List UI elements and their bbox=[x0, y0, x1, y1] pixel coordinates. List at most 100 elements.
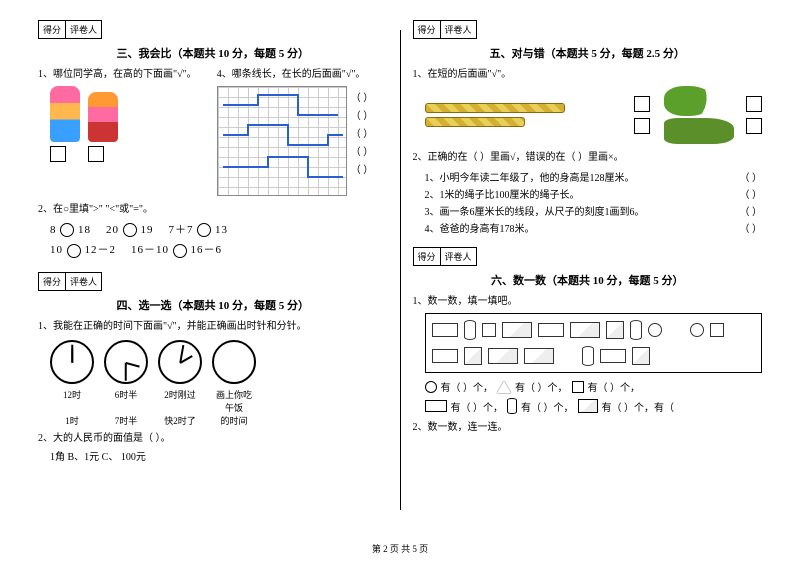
clock-2 bbox=[104, 340, 148, 384]
bar-short bbox=[425, 117, 525, 127]
section-3-title: 三、我会比（本题共 10 分，每题 5 分） bbox=[38, 45, 388, 61]
s3-q1b: 4、哪条线长，在长的后面画"√"。 bbox=[217, 67, 388, 82]
paren[interactable]: （ ） bbox=[351, 146, 374, 160]
s3-row: 1、哪位同学高，在高的下面画"√"。 4、哪条线长，在长的后面画"√"。 bbox=[38, 67, 388, 196]
grader-label: 评卷人 bbox=[441, 248, 476, 265]
shape-cuboid bbox=[570, 322, 600, 338]
score-label: 得分 bbox=[39, 21, 66, 38]
paren[interactable]: （ ） bbox=[351, 110, 374, 124]
answer-box[interactable] bbox=[746, 96, 762, 112]
shape-square bbox=[710, 323, 724, 337]
kid-right bbox=[88, 92, 118, 142]
circle-icon bbox=[425, 381, 437, 393]
shape-cylinder bbox=[582, 346, 594, 366]
shape-cylinder bbox=[630, 320, 642, 340]
square-icon bbox=[572, 381, 584, 393]
count-line-1: 有（ ）个， 有（ ）个， 有（ ）个， bbox=[425, 379, 763, 394]
clock-label: 7时半 bbox=[104, 414, 148, 427]
answer-box[interactable] bbox=[88, 146, 104, 162]
paren[interactable]: （ ） bbox=[740, 186, 763, 201]
worksheet-page: 得分 评卷人 三、我会比（本题共 10 分，每题 5 分） 1、哪位同学高，在高… bbox=[0, 0, 800, 520]
s4-q1: 1、我能在正确的时间下面画"√"，并能正确画出时针和分针。 bbox=[38, 319, 388, 334]
score-box: 得分 评卷人 bbox=[38, 272, 102, 291]
compare-row-1: 8 18 20 19 7＋7 13 bbox=[50, 221, 388, 237]
score-box: 得分 评卷人 bbox=[38, 20, 102, 39]
clock-label: 的时间 bbox=[212, 414, 256, 427]
paren[interactable]: （ ） bbox=[351, 164, 374, 178]
answer-boxes bbox=[50, 146, 209, 162]
shape-circle bbox=[648, 323, 662, 337]
paren-column: （ ） （ ） （ ） （ ） （ ） bbox=[351, 92, 374, 196]
cylinder-icon bbox=[507, 398, 517, 414]
section-5-title: 五、对与错（本题共 5 分，每题 2.5 分） bbox=[413, 45, 763, 61]
shape-cuboid bbox=[488, 348, 518, 364]
clock-4[interactable] bbox=[212, 340, 256, 384]
left-column: 得分 评卷人 三、我会比（本题共 10 分，每题 5 分） 1、哪位同学高，在高… bbox=[30, 20, 396, 520]
right-column: 得分 评卷人 五、对与错（本题共 5 分，每题 2.5 分） 1、在短的后面画"… bbox=[405, 20, 771, 520]
score-label: 得分 bbox=[414, 21, 441, 38]
grader-label: 评卷人 bbox=[66, 21, 101, 38]
shape-cube bbox=[464, 347, 482, 365]
shape-circle bbox=[690, 323, 704, 337]
s3-q1: 1、哪位同学高，在高的下面画"√"。 bbox=[38, 67, 209, 82]
score-label: 得分 bbox=[39, 273, 66, 290]
clock-label: 快2时了 bbox=[158, 414, 202, 427]
s4-q2-opts[interactable]: 1角 B、1元 C、 100元 bbox=[50, 450, 388, 465]
kids-figure bbox=[50, 86, 209, 142]
s5-item: 3、画一条6厘米长的线段，从尺子的刻度1画到6。 （ ） bbox=[425, 203, 763, 218]
compare-row-2: 10 12－2 16－10 16－6 bbox=[50, 241, 388, 257]
triangle-icon bbox=[497, 381, 511, 393]
s4-q2: 2、大的人民币的面值是（ ）。 bbox=[38, 431, 388, 446]
clock-label: 12时 bbox=[50, 388, 94, 414]
clock-labels-1: 12时 6时半 2时刚过 画上你吃午饭 bbox=[50, 388, 388, 414]
shape-rect bbox=[538, 323, 564, 337]
clock-labels-2: 1时 7时半 快2时了 的时间 bbox=[50, 414, 388, 427]
shape-triangle bbox=[668, 323, 684, 337]
clock-3 bbox=[158, 340, 202, 384]
clock-label: 画上你吃午饭 bbox=[212, 388, 256, 414]
answer-box[interactable] bbox=[746, 118, 762, 134]
clock-label: 1时 bbox=[50, 414, 94, 427]
section-4-title: 四、选一选（本题共 10 分，每题 5 分） bbox=[38, 297, 388, 313]
s5-item: 4、爸爸的身高有178米。 （ ） bbox=[425, 220, 763, 235]
paren[interactable]: （ ） bbox=[740, 169, 763, 184]
snake-icon bbox=[664, 86, 714, 116]
clock-row bbox=[50, 340, 388, 384]
shape-cuboid bbox=[502, 322, 532, 338]
paren[interactable]: （ ） bbox=[351, 128, 374, 142]
cmp[interactable]: 10 12－2 16－10 16－6 bbox=[50, 244, 222, 256]
paren[interactable]: （ ） bbox=[740, 220, 763, 235]
crocodile-icon bbox=[664, 118, 734, 144]
count-line-2: 有（ ）个， 有（ ）个， 有（ ）个，有（ bbox=[425, 398, 763, 414]
score-label: 得分 bbox=[414, 248, 441, 265]
paren[interactable]: （ ） bbox=[351, 92, 374, 106]
section-6-title: 六、数一数（本题共 10 分，每题 5 分） bbox=[413, 272, 763, 288]
s6-q1: 1、数一数，填一填吧。 bbox=[413, 294, 763, 309]
s6-q2: 2、数一数，连一连。 bbox=[413, 420, 763, 435]
s5-q1: 1、在短的后面画"√"。 bbox=[413, 67, 763, 82]
cuboid-icon bbox=[578, 399, 598, 413]
answer-box[interactable] bbox=[634, 118, 650, 134]
paren[interactable]: （ ） bbox=[740, 203, 763, 218]
shape-rect bbox=[600, 349, 626, 363]
page-footer: 第 2 页 共 5 页 bbox=[0, 542, 800, 555]
line-grid bbox=[217, 86, 347, 196]
shape-rect bbox=[432, 323, 458, 337]
shape-triangle bbox=[560, 349, 576, 363]
rect-icon bbox=[425, 400, 447, 412]
clock-label: 2时刚过 bbox=[158, 388, 202, 414]
answer-box[interactable] bbox=[50, 146, 66, 162]
clock-label: 6时半 bbox=[104, 388, 148, 414]
clock-1 bbox=[50, 340, 94, 384]
answer-box[interactable] bbox=[634, 96, 650, 112]
bar-long bbox=[425, 103, 565, 113]
grader-label: 评卷人 bbox=[441, 21, 476, 38]
cmp[interactable]: 8 18 20 19 7＋7 13 bbox=[50, 224, 228, 236]
column-divider bbox=[400, 30, 401, 510]
kid-left bbox=[50, 86, 80, 142]
shapes-box bbox=[425, 313, 763, 373]
s5-item: 1、小明今年读二年级了，他的身高是128厘米。 （ ） bbox=[425, 169, 763, 184]
score-box: 得分 评卷人 bbox=[413, 20, 477, 39]
score-box: 得分 评卷人 bbox=[413, 247, 477, 266]
grader-label: 评卷人 bbox=[66, 273, 101, 290]
